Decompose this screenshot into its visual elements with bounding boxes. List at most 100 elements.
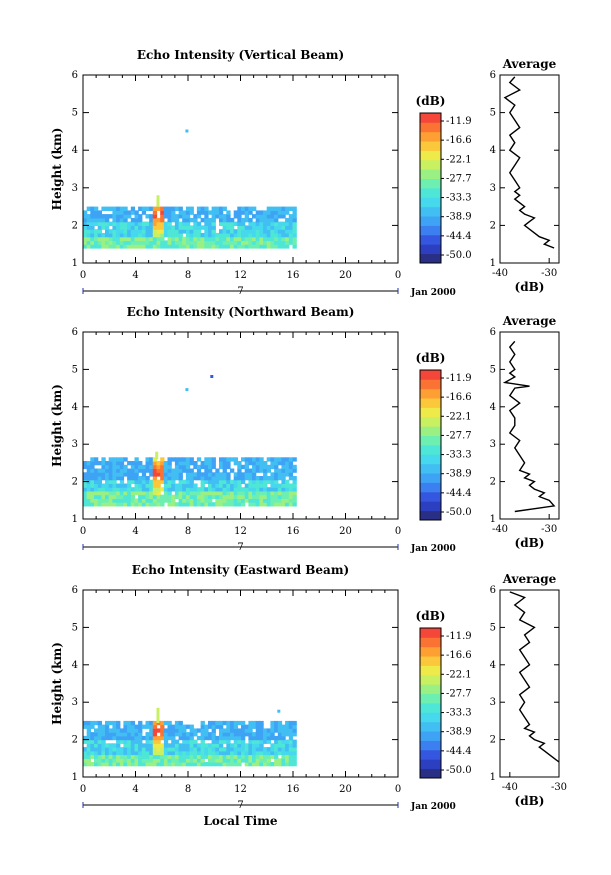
heatmap-cell: [116, 739, 121, 744]
heatmap-cell: [149, 498, 154, 503]
heatmap-cell: [277, 494, 283, 499]
heatmap-cell: [266, 739, 271, 744]
heatmap-cell: [233, 232, 238, 238]
heatmap-cell: [204, 728, 209, 733]
heatmap-cell: [94, 762, 99, 767]
heatmap-cell: [152, 747, 158, 752]
heatmap-cell: [86, 720, 91, 726]
isolated-point: [185, 388, 189, 392]
heatmap-cell: [292, 502, 297, 507]
heatmap-cell: [119, 457, 125, 462]
heatmap-cell: [134, 758, 139, 763]
heatmap-cell: [116, 210, 121, 215]
heatmap-cell: [263, 747, 268, 752]
heatmap-cell: [149, 225, 154, 230]
heatmap-cell: [94, 739, 99, 744]
colorbar-segment: [420, 703, 441, 713]
heatmap-cell: [182, 502, 187, 507]
x-tick-label: 0: [80, 270, 86, 281]
x-tick-label: 16: [287, 526, 300, 537]
heatmap-cell: [292, 487, 297, 492]
heatmap-cell: [185, 747, 191, 752]
heatmap-cell: [241, 229, 246, 234]
heatmap-cell: [196, 468, 202, 473]
heatmap-cell: [83, 754, 88, 759]
heatmap-cell: [94, 490, 99, 496]
heatmap-cell: [134, 502, 139, 507]
heatmap-cell: [167, 457, 172, 462]
heatmap-cell: [83, 483, 88, 488]
heatmap-cell: [156, 494, 161, 499]
heatmap-cell: [163, 498, 169, 503]
heatmap-cell: [189, 232, 194, 238]
heatmap-cell: [270, 206, 275, 211]
heatmap-cell: [105, 502, 110, 507]
heatmap-cell: [178, 502, 183, 507]
heatmap-cell: [285, 743, 290, 748]
heatmap-cell: [270, 754, 275, 759]
heatmap-cell: [281, 498, 286, 503]
heatmap-cell: [285, 236, 290, 242]
heatmap-cell: [266, 214, 271, 219]
heatmap-cell: [141, 468, 147, 473]
heatmap-cell: [167, 229, 172, 234]
heatmap-cell: [112, 236, 117, 242]
heatmap-cell: [274, 229, 279, 234]
heatmap-cell: [171, 476, 176, 481]
heatmap-cell: [94, 236, 99, 242]
heatmap-cell: [211, 217, 216, 223]
heatmap-cell: [255, 236, 260, 242]
heatmap-cell: [145, 754, 150, 759]
heatmap-cell: [230, 240, 235, 245]
heatmap-cell: [263, 479, 268, 484]
heatmap-cell: [152, 739, 158, 744]
heatmap-cell: [86, 724, 91, 729]
heatmap-cell: [97, 461, 102, 466]
heatmap-cell: [167, 483, 172, 488]
heatmap-cell: [105, 232, 110, 238]
heatmap-cell: [285, 232, 290, 238]
heatmap-cell: [263, 240, 268, 245]
heatmap-cell: [277, 206, 283, 211]
heatmap-cell: [277, 724, 283, 729]
heatmap-cell: [182, 747, 187, 752]
heatmap-cell: [141, 487, 147, 492]
heatmap-cell: [90, 739, 95, 744]
heatmap-cell: [230, 728, 235, 733]
heatmap-cell: [277, 214, 283, 219]
heatmap-cell: [292, 206, 297, 211]
heatmap-cell: [105, 732, 110, 737]
heatmap-cell: [152, 476, 158, 481]
heatmap-cell: [244, 461, 249, 466]
heatmap-cell: [119, 739, 125, 744]
heatmap-cell: [219, 502, 224, 507]
heatmap-cell: [204, 244, 209, 249]
heatmap-cell: [292, 498, 297, 503]
panel-2: Echo Intensity (Northward Beam)0 4 8 12 16 20…: [50, 305, 560, 554]
heatmap-cell: [130, 743, 136, 748]
heatmap-cell: [171, 487, 176, 492]
heatmap-cell: [200, 461, 205, 466]
heatmap-cell: [215, 758, 220, 763]
heatmap-cell: [149, 754, 154, 759]
heatmap-cell: [145, 490, 150, 496]
heatmap-cell: [208, 750, 213, 756]
heatmap-cell: [182, 479, 187, 484]
heatmap-cell: [167, 762, 172, 767]
heatmap-cell: [255, 240, 260, 245]
heatmap-cell: [230, 758, 235, 763]
heatmap-cell: [270, 221, 275, 226]
heatmap-cell: [255, 225, 260, 230]
heatmap-cell: [263, 483, 268, 488]
heatmap-cell: [222, 221, 227, 226]
heatmap-cell: [145, 720, 150, 726]
colorbar-tick-label: -50.0: [446, 507, 472, 518]
heatmap-cell: [222, 461, 227, 466]
heatmap-cell: [222, 487, 227, 492]
heatmap-cell: [200, 739, 205, 744]
heatmap-cell: [292, 229, 297, 234]
heatmap-cell: [285, 739, 290, 744]
heatmap-cell: [222, 720, 227, 726]
heatmap-cell: [152, 750, 158, 756]
heatmap-cell: [270, 483, 275, 488]
